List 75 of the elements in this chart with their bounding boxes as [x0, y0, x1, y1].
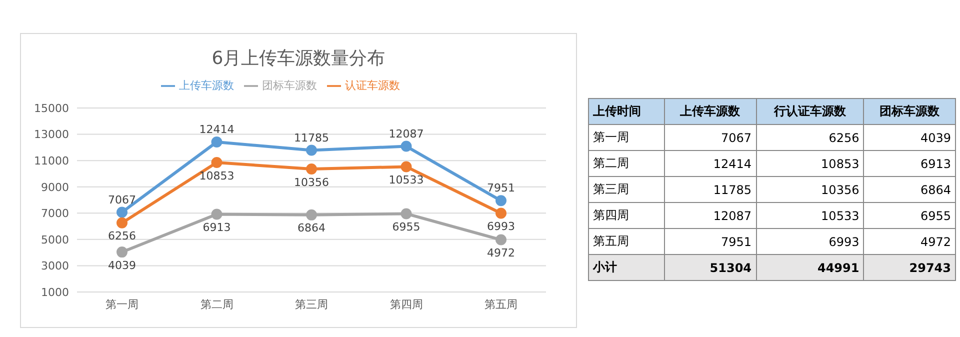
text: 小计: [588, 254, 664, 280]
data-label: 6256: [756, 124, 864, 150]
y-tick-label: 9000: [41, 180, 69, 194]
point: [211, 136, 222, 148]
y-tick-label: 15000: [34, 102, 69, 115]
data-label: 4039: [108, 258, 136, 272]
point: [306, 209, 317, 220]
text: 行认证车源数: [756, 98, 864, 124]
data-label: 12087: [388, 127, 424, 140]
data-label: 10853: [199, 169, 234, 182]
data-label: 12087: [664, 202, 756, 228]
data-label: 6955: [392, 220, 420, 234]
point: [400, 161, 412, 172]
data-label: 10356: [756, 176, 864, 202]
x-tick-label: 第五周: [484, 298, 518, 311]
text: 51304: [710, 260, 752, 274]
legend-label: 认证车源数: [345, 79, 400, 92]
data-label: 12414: [664, 150, 756, 176]
x-tick-label: 第二周: [200, 298, 234, 311]
point: [211, 157, 222, 168]
data-label: 6993: [487, 220, 515, 234]
x-tick-label: 第四周: [390, 298, 423, 311]
point: [496, 234, 506, 246]
category-label: 第四周: [588, 202, 664, 228]
point: [400, 208, 412, 220]
data-label: 7951: [664, 228, 756, 254]
data-label: 12414: [199, 122, 234, 136]
data-label: 7951: [487, 182, 515, 195]
text: 团标车源数: [864, 98, 956, 124]
y-tick-label: 13000: [34, 128, 69, 142]
point: [496, 208, 506, 219]
legend-label: 团标车源数: [262, 79, 317, 92]
data-label: 7067: [108, 193, 136, 206]
data-label: 6256: [108, 230, 136, 243]
data-label: 10533: [388, 174, 424, 187]
category-label: 第二周: [588, 150, 664, 176]
legend-label: 上传车源数: [179, 79, 234, 92]
point: [306, 144, 317, 156]
data-label: 7067: [664, 124, 756, 150]
point: [211, 208, 222, 220]
point: [306, 164, 317, 175]
y-tick-label: 11000: [34, 154, 69, 168]
data-label: 4039: [864, 124, 956, 150]
data-label: 6913: [202, 221, 231, 234]
y-tick-label: 3000: [41, 260, 69, 273]
data-label: 4972: [487, 246, 515, 260]
chart-title: 6月上传车源数量分布: [210, 47, 386, 70]
data-label: 6864: [298, 222, 326, 235]
text: 上传车源数: [664, 98, 756, 124]
category-label: 第一周: [588, 124, 664, 150]
y-tick-label: 1000: [41, 286, 69, 299]
data-label: 6993: [756, 228, 864, 254]
y-tick-label: 5000: [41, 233, 69, 246]
data-label: 4972: [864, 228, 956, 254]
y-tick-label: 7000: [41, 207, 69, 220]
data-label: 10853: [756, 150, 864, 176]
data-label: 6913: [864, 150, 956, 176]
category-label: 第五周: [588, 228, 664, 254]
legend-title: 上传时间: [588, 98, 664, 124]
data-label: 11785: [664, 176, 756, 202]
point: [116, 217, 128, 228]
data-label: 10533: [756, 202, 864, 228]
data-label: 6955: [864, 202, 956, 228]
text: 44991: [817, 260, 860, 274]
data-label: 10356: [294, 176, 329, 189]
point: [400, 140, 412, 152]
point: [116, 206, 128, 218]
category-label: 第三周: [588, 176, 664, 202]
text: 29743: [909, 260, 951, 274]
data-label: 11785: [294, 131, 329, 144]
x-tick-label: 第一周: [106, 298, 138, 311]
point: [496, 195, 506, 206]
x-tick-label: 第三周: [295, 298, 328, 311]
point: [116, 246, 128, 258]
data-label: 6864: [864, 176, 956, 202]
